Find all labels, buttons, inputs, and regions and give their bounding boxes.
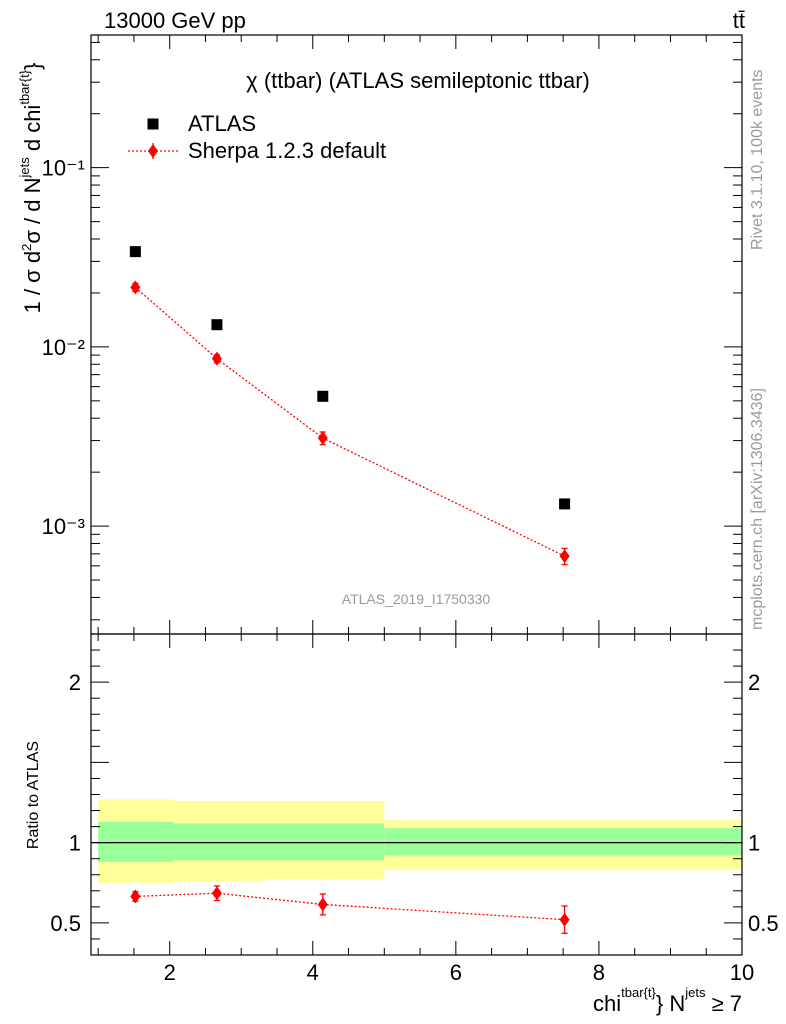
sherpa-prediction-line [134,286,565,557]
ratio-inner-band [98,821,174,862]
main-y-axis-label: 1 / σ d2σ / d Njets d chitbar{t}} [17,63,45,314]
x-tick-label: 6 [450,960,462,985]
legend-atlas-label: ATLAS [188,111,256,136]
ratio-panel: 2 4 6 8 10 0.5 0.5 1 1 2 2 [50,633,779,985]
sherpa-prediction-point [317,431,328,446]
atlas-data-point [211,319,223,331]
header-left-label: 13000 GeV pp [104,8,246,33]
atlas-data-point [317,390,329,402]
mcplots-label: mcplots.cern.ch [arXiv:1306.3436] [749,388,766,630]
sherpa-prediction-point [559,549,570,564]
sherpa-ratio-point [559,912,570,927]
legend-atlas-marker [147,118,159,130]
x-tick-label: 10 [730,960,754,985]
y-tick-label: 10⁻¹ [42,156,85,181]
atlas-data-point [129,246,141,258]
sherpa-ratio-line [135,892,565,921]
rivet-label: Rivet 3.1.10, 100k events [749,69,766,250]
ratio-y-tick-label-right: 0.5 [748,911,779,936]
atlas-data-point [559,498,571,510]
legend-sherpa-label: Sherpa 1.2.3 default [188,138,386,163]
analysis-watermark: ATLAS_2019_I1750330 [342,591,491,607]
ratio-inner-band [262,823,385,861]
ratio-y-tick-label-right: 1 [748,831,760,856]
ratio-plot-frame [90,633,743,956]
legend-sherpa-marker [148,144,158,158]
x-tick-label: 2 [164,960,176,985]
sherpa-prediction-point [130,280,141,295]
sherpa-ratio-point [211,886,222,901]
y-tick-label: 10⁻² [42,335,85,360]
ratio-y-tick-label: 2 [69,670,81,695]
sherpa-ratio-point [130,889,141,904]
header-right-label: tt̄ [733,8,745,33]
sherpa-prediction-point [211,351,222,366]
ratio-y-tick-label-right: 2 [748,670,760,695]
main-plot-title: χ (ttbar) (ATLAS semileptonic ttbar) [246,68,590,93]
y-tick-label: 10⁻³ [42,514,85,539]
sherpa-ratio-point [317,897,328,912]
ratio-inner-band [173,823,263,861]
ratio-y-tick-label: 0.5 [50,911,81,936]
x-tick-label: 8 [593,960,605,985]
ratio-inner-band [384,828,742,856]
ratio-y-axis-label: Ratio to ATLAS [25,741,42,849]
ratio-y-tick-label: 1 [69,831,81,856]
x-axis-label: chitbar{t}} Njets ≥ 7 [593,985,742,1016]
x-tick-label: 4 [307,960,319,985]
